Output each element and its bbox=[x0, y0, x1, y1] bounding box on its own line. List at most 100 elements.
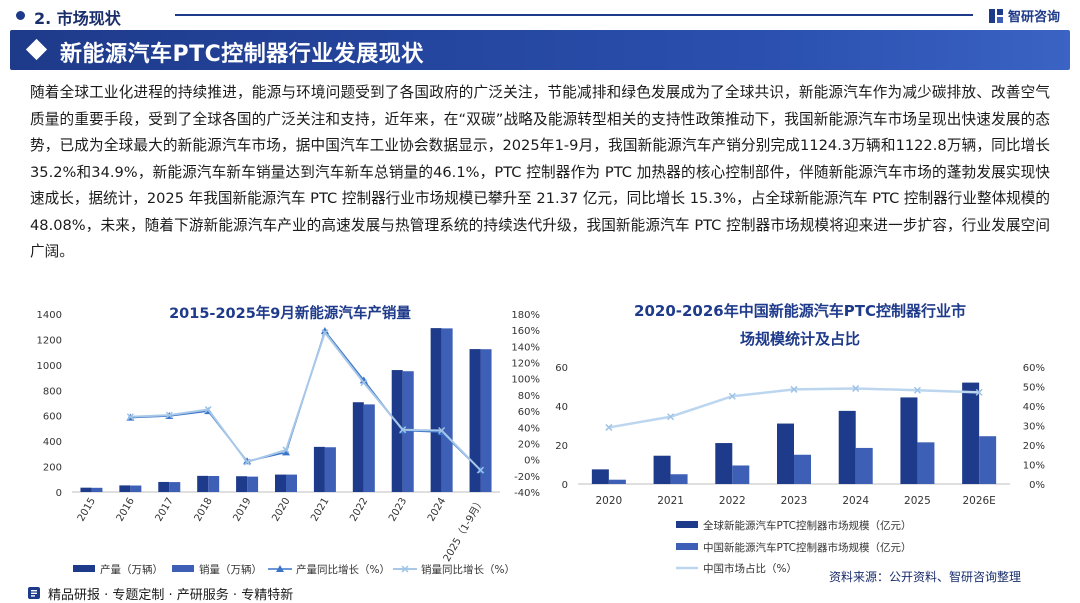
legend-production-growth-label: 产量同比增长（%） bbox=[296, 563, 390, 576]
title-banner: 新能源汽车PTC控制器行业发展现状 bbox=[10, 30, 1070, 70]
production-bar bbox=[119, 485, 131, 492]
china-market-bar bbox=[608, 479, 626, 484]
chart-1-y-tick: 400 bbox=[43, 437, 62, 448]
chart-1-x-tick: 2018 bbox=[193, 496, 215, 524]
sales-bar bbox=[208, 475, 220, 492]
footer-tagline: 精品研报 · 专题定制 · 产研服务 · 专精特新 bbox=[48, 588, 294, 603]
sales-growth-point bbox=[360, 379, 368, 387]
brand-name: 智研咨询 bbox=[1008, 10, 1061, 25]
global-market-bar bbox=[715, 443, 733, 484]
chart-1-y-tick: 0 bbox=[56, 488, 62, 499]
sales-bar bbox=[91, 487, 103, 492]
sales-growth-point bbox=[126, 413, 134, 421]
sales-growth-point bbox=[321, 329, 329, 337]
chart-1-y2-tick: 0% bbox=[524, 456, 540, 467]
china-market-bar bbox=[855, 447, 873, 484]
legend-global-label: 全球新能源汽车PTC控制器市场规模（亿元） bbox=[703, 519, 911, 532]
china-market-bar bbox=[979, 436, 997, 484]
production-growth-point bbox=[282, 448, 290, 456]
chart-1-x-tick: 2023 bbox=[387, 496, 409, 524]
china-market-bar bbox=[670, 474, 688, 484]
header-rule bbox=[175, 14, 973, 16]
china-share-point bbox=[605, 423, 613, 431]
chart-2-x-tick: 2025 bbox=[904, 495, 931, 507]
sales-growth-point bbox=[399, 426, 407, 434]
sales-growth-point bbox=[438, 426, 446, 435]
report-icon bbox=[28, 587, 40, 599]
production-bar bbox=[236, 476, 248, 492]
chart-1-y2-tick: 180% bbox=[511, 310, 540, 321]
sales-growth-point bbox=[204, 405, 212, 414]
chart-1-x-tick: 2022 bbox=[348, 496, 370, 524]
chart-1-y2-tick: 120% bbox=[511, 359, 540, 370]
production-bar bbox=[352, 402, 364, 492]
legend-sales-label: 销量（万辆） bbox=[199, 563, 262, 576]
chart-2-y2-tick: 60% bbox=[1023, 363, 1045, 374]
sales-bar bbox=[480, 349, 492, 492]
chart-2-x-tick: 2026E bbox=[962, 495, 995, 507]
china-share-point bbox=[667, 413, 675, 421]
china-market-bar bbox=[732, 465, 750, 484]
global-market-bar bbox=[838, 410, 856, 484]
brand-logo-icon bbox=[989, 8, 1003, 23]
production-bar bbox=[158, 481, 170, 492]
china-share-point bbox=[728, 392, 736, 400]
global-market-bar bbox=[962, 382, 980, 484]
chart-1-y-tick: 1200 bbox=[37, 335, 62, 346]
legend-production-growth-marker bbox=[276, 565, 284, 572]
production-bar bbox=[469, 349, 481, 492]
chart-1-y2-tick: 20% bbox=[518, 439, 540, 450]
production-bar bbox=[391, 370, 403, 492]
global-market-bar bbox=[777, 423, 794, 484]
production-growth-point bbox=[320, 326, 329, 334]
production-bar bbox=[197, 475, 209, 492]
chart-1-legend: 产量（万辆） 销量（万辆） 产量同比增长（%） 销量同比增长（%） bbox=[73, 563, 515, 576]
legend-china-swatch bbox=[676, 543, 698, 550]
page-title: 新能源汽车PTC控制器行业发展现状 bbox=[60, 42, 424, 67]
chart-2-y2-tick: 30% bbox=[1023, 422, 1045, 433]
sales-bar bbox=[286, 474, 297, 492]
china-market-bar bbox=[917, 442, 935, 484]
chart-1: 2015-2025年9月新能源汽车产销量 0 200 400 600 800 1000 120… bbox=[37, 304, 540, 576]
chart-2-x-tick: 2022 bbox=[719, 495, 746, 507]
chart-1-y2-tick: 160% bbox=[511, 326, 540, 337]
chart-2-y2-tick: 50% bbox=[1023, 383, 1045, 394]
chart-1-x-tick: 2025（1-9月） bbox=[441, 495, 487, 563]
chart-1-y-tick: 600 bbox=[43, 412, 62, 423]
legend-sales-swatch bbox=[172, 565, 194, 572]
chart-1-x-tick: 2017 bbox=[154, 496, 176, 524]
chart-2-x-tick: 2024 bbox=[842, 495, 869, 507]
production-growth-line bbox=[130, 329, 482, 471]
global-market-bar bbox=[653, 455, 671, 484]
chart-1-y2-tick: 60% bbox=[518, 407, 540, 418]
chart-2-title-line1: 2020-2026年中国新能源汽车PTC控制器行业市 bbox=[634, 302, 966, 320]
china-share-point bbox=[852, 384, 860, 392]
chart-1-y-tick: 1000 bbox=[37, 361, 62, 372]
china-share-point bbox=[975, 388, 983, 396]
chart-1-title: 2015-2025年9月新能源汽车产销量 bbox=[169, 304, 411, 322]
brand-logo[interactable]: 智研咨询 bbox=[988, 6, 1060, 25]
chart-1-x-tick: 2015 bbox=[76, 496, 98, 524]
sales-growth-point bbox=[165, 411, 173, 419]
chart-1-x-tick: 2021 bbox=[309, 496, 331, 524]
legend-sales-growth-marker bbox=[401, 565, 409, 573]
chart-2-y2-tick: 10% bbox=[1023, 461, 1045, 472]
body-paragraph: 随着全球工业化进程的持续推进，能源与环境问题受到了各国政府的广泛关注，节能减排和… bbox=[30, 84, 1050, 260]
chart-2-y-tick: 60 bbox=[555, 363, 568, 374]
sales-growth-point bbox=[243, 458, 251, 466]
chart-2-legend: 全球新能源汽车PTC控制器市场规模（亿元） 中国新能源汽车PTC控制器市场规模（亿… bbox=[676, 519, 911, 575]
chart-1-y-tick: 200 bbox=[43, 463, 62, 474]
production-bar bbox=[430, 328, 442, 492]
production-bar bbox=[80, 487, 92, 492]
legend-china-label: 中国新能源汽车PTC控制器市场规模（亿元） bbox=[703, 541, 911, 554]
sales-bar bbox=[130, 485, 142, 492]
top-bar: 2. 市场现状 智研咨询 bbox=[0, 0, 1080, 30]
chart-1-x-tick: 2016 bbox=[115, 496, 137, 524]
sales-growth-line bbox=[130, 330, 482, 471]
chart-1-y2-tick: -40% bbox=[514, 488, 540, 499]
chart-1-x-tick: 2019 bbox=[231, 496, 253, 524]
sales-bar bbox=[441, 328, 453, 492]
chart-2-y-tick: 20 bbox=[555, 441, 568, 452]
section-bullet-icon bbox=[16, 11, 25, 20]
